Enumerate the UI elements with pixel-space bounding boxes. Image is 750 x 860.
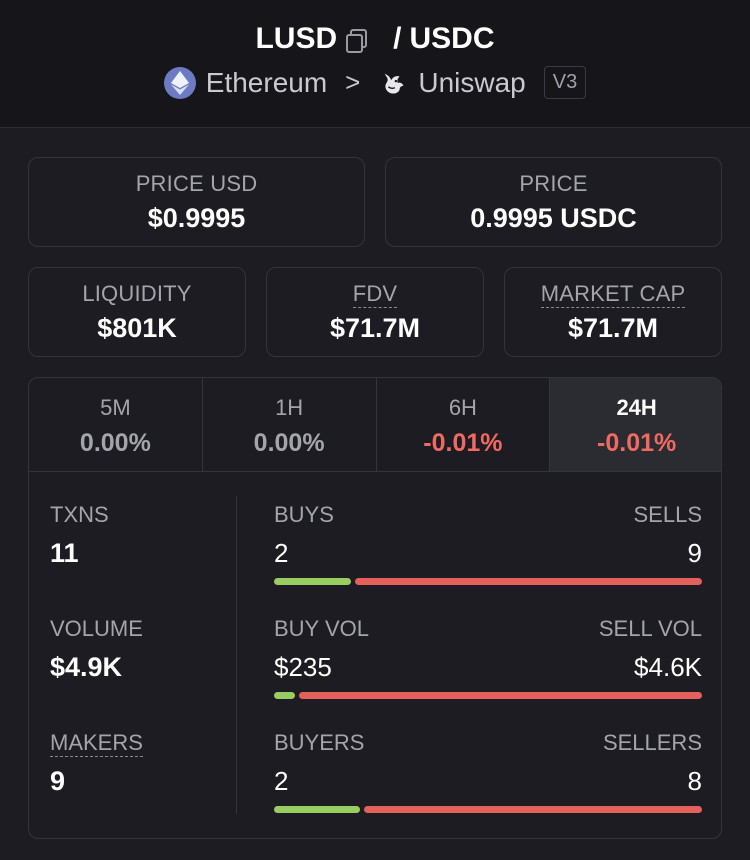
volume-stat: VOLUME $4.9K [50,616,143,683]
base-token-symbol[interactable]: LUSD [255,22,338,55]
tab-1h[interactable]: 1H 0.00% [203,378,377,471]
copy-icon[interactable] [345,27,368,53]
makers-stat: MAKERS 9 [50,730,143,797]
pair-breadcrumb: Ethereum > Uniswap V3 [0,66,750,99]
price-usd-label: PRICE USD [135,171,258,196]
tab-label: 5M [100,395,131,420]
liquidity-value: $801K [97,313,177,343]
market-cap-card: MARKET CAP $71.7M [504,267,722,357]
sell-bar-segment [364,806,702,813]
chevron-right-icon: > [345,67,361,97]
makers-label[interactable]: MAKERS [50,730,143,757]
sell-bar-segment [299,692,702,699]
volume-value: $4.9K [50,652,123,682]
buy-bar-segment [274,806,360,813]
ethereum-icon [163,66,196,99]
buys-value: 2 [274,538,289,568]
uniswap-icon [378,67,410,99]
price-quote-label: PRICE [519,171,588,196]
sellers-value: 8 [687,766,702,796]
pair-separator: / [393,22,402,55]
buyers-sellers-bar [274,806,702,813]
market-cap-value: $71.7M [567,313,659,343]
buys-sells-row: BUYS SELLS 2 9 [274,502,702,585]
tab-label: 1H [275,395,304,420]
buy-vol-label: BUY VOL [274,616,369,641]
volume-bar [274,692,702,699]
price-quote-value: 0.9995 USDC [470,203,637,233]
fdv-value: $71.7M [329,313,421,343]
buy-bar-segment [274,692,295,699]
fdv-card: FDV $71.7M [266,267,484,357]
buyers-sellers-row: BUYERS SELLERS 2 8 [274,730,702,813]
buys-sells-bar [274,578,702,585]
txns-stat: TXNS 11 [50,502,109,569]
price-usd-card: PRICE USD $0.9995 [28,157,365,247]
pair-header: LUSD / USDC Ethereum > Uniswap V3 [0,0,750,128]
version-badge: V3 [543,66,587,99]
price-quote-card: PRICE 0.9995 USDC [385,157,722,247]
buy-vol-value: $235 [274,652,332,682]
quote-token-symbol[interactable]: USDC [409,22,495,55]
volume-label: VOLUME [50,616,143,641]
buys-label: BUYS [274,502,334,527]
fdv-label[interactable]: FDV [352,281,398,308]
tab-label: 6H [448,395,477,420]
stats-panel: 5M 0.00% 1H 0.00% 6H -0.01% 24H -0.01% T… [28,377,722,839]
market-cap-label[interactable]: MARKET CAP [540,281,686,308]
tab-5m[interactable]: 5M 0.00% [29,378,203,471]
makers-value: 9 [50,766,66,796]
txns-label: TXNS [50,502,109,527]
sell-vol-label: SELL VOL [598,616,702,641]
sell-vol-value: $4.6K [634,652,702,682]
buyers-value: 2 [274,766,289,796]
tab-change: -0.01% [597,429,677,457]
pair-title: LUSD / USDC [0,22,750,56]
tab-change: 0.00% [79,429,151,457]
sells-value: 9 [687,538,702,568]
liquidity-label: LIQUIDITY [82,281,192,306]
sellers-label: SELLERS [602,730,702,755]
price-usd-value: $0.9995 [147,203,246,233]
volume-row: BUY VOL SELL VOL $235 $4.6K [274,616,702,699]
tab-label: 24H [616,395,657,420]
liquidity-card: LIQUIDITY $801K [28,267,246,357]
chain-link[interactable]: Ethereum [205,66,328,98]
buyers-label: BUYERS [274,730,365,755]
txns-value: 11 [50,538,79,568]
tab-24h[interactable]: 24H -0.01% [550,378,721,471]
buy-bar-segment [274,578,351,585]
sell-bar-segment [355,578,702,585]
tab-change: -0.01% [423,429,503,457]
tab-change: 0.00% [253,429,325,457]
sells-label: SELLS [633,502,703,527]
dex-link[interactable]: Uniswap [418,66,526,98]
column-divider [236,496,237,814]
tab-6h[interactable]: 6H -0.01% [377,378,551,471]
timeframe-tabs: 5M 0.00% 1H 0.00% 6H -0.01% 24H -0.01% [29,378,721,472]
